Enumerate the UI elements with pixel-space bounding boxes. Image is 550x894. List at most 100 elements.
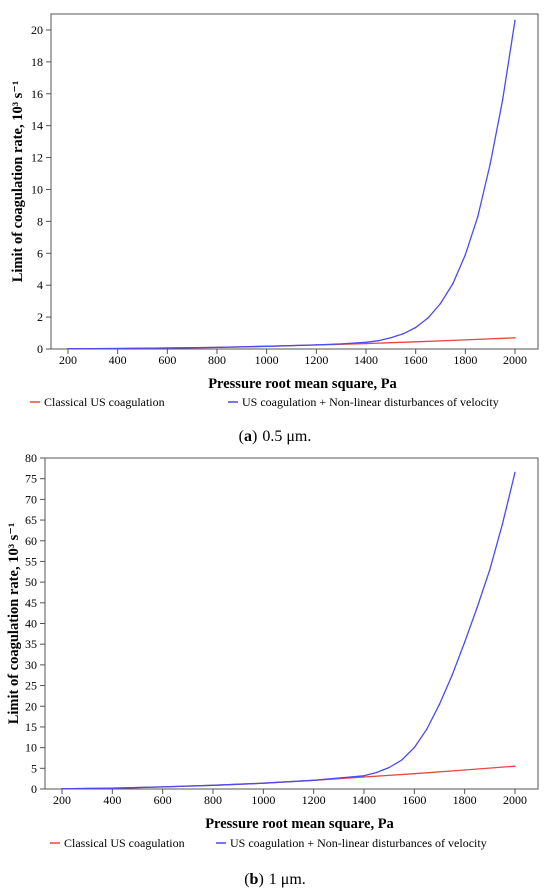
data-point (426, 728, 428, 730)
data-point (216, 346, 218, 349)
y-tick-label: 0 (37, 342, 43, 356)
y-tick-label: 12 (31, 151, 43, 165)
x-tick-label: 2000 (503, 353, 527, 367)
data-point (464, 254, 467, 256)
y-tick-label: 65 (25, 513, 37, 527)
data-point (401, 759, 403, 761)
series-line-classical (67, 337, 516, 350)
data-point (413, 746, 416, 749)
data-point (402, 333, 404, 335)
y-tick-label: 50 (25, 575, 37, 589)
y-tick-label: 2 (37, 310, 43, 324)
data-point (514, 19, 516, 22)
y-tick-label: 20 (31, 23, 43, 37)
data-point (375, 771, 378, 774)
figure-caption: (a) 0.5 μm. (239, 428, 312, 445)
x-tick-label: 1800 (453, 353, 477, 367)
x-axis-title: Pressure root mean square, Pa (205, 816, 394, 832)
data-point (388, 766, 390, 769)
x-tick-label: 600 (154, 793, 172, 807)
plot-frame (50, 13, 539, 350)
x-tick-label: 200 (53, 793, 71, 807)
y-axis-title: Limit of coagulation rate, 10³ s⁻¹ (10, 81, 26, 283)
x-tick-label: 400 (109, 353, 127, 367)
x-tick-label: 1600 (402, 793, 426, 807)
data-point (166, 347, 169, 349)
y-tick-label: 4 (37, 278, 43, 292)
y-tick-label: 8 (37, 214, 43, 228)
plot-frame (44, 457, 539, 790)
figure-caption: (b) 1 μm. (244, 871, 306, 888)
data-point (452, 282, 454, 285)
chart-panel-a: 200 400 600 800 1000 1200 1400 1600 1800 2000 0 2 4 6… (10, 13, 539, 445)
data-point (489, 163, 491, 165)
x-tick-label: 1400 (354, 353, 378, 367)
y-tick-label: 16 (31, 87, 43, 101)
data-point (67, 348, 69, 350)
y-tick-label: 45 (25, 596, 37, 610)
data-point (116, 347, 119, 350)
y-tick-label: 70 (25, 492, 37, 506)
x-tick-label: 1400 (352, 793, 376, 807)
data-point (451, 674, 453, 676)
y-tick-label: 15 (25, 720, 37, 734)
x-tick-label: 1200 (304, 353, 328, 367)
data-point (363, 776, 365, 778)
x-tick-label: 600 (158, 353, 176, 367)
data-point (414, 326, 417, 329)
caption-paren: ) (258, 871, 263, 888)
data-point (464, 339, 467, 341)
data-point (363, 775, 365, 777)
x-axis-title: Pressure root mean square, Pa (208, 376, 397, 392)
data-point (427, 317, 429, 319)
data-point (312, 779, 315, 782)
data-point (315, 344, 318, 346)
data-point (390, 337, 392, 339)
caption-size: 1 μm. (269, 871, 306, 888)
y-tick-label: 10 (25, 741, 37, 755)
data-point (365, 342, 367, 345)
caption-label: (a) (239, 428, 258, 445)
x-tick-label: 1000 (251, 793, 275, 807)
data-point (438, 703, 441, 705)
data-point (365, 341, 367, 343)
data-point (340, 343, 342, 345)
legend-label: US coagulation + Non-linear disturbances… (230, 836, 487, 850)
series-line-nonlinear (67, 20, 516, 350)
data-point (265, 345, 268, 347)
x-tick-label: 1200 (302, 793, 326, 807)
x-tick-label: 1800 (453, 793, 477, 807)
y-tick-label: 6 (37, 246, 43, 260)
x-tick-label: 800 (204, 793, 222, 807)
y-tick-label: 35 (25, 637, 37, 651)
y-tick-label: 40 (25, 617, 37, 631)
y-tick-label: 18 (31, 55, 43, 69)
data-point (61, 788, 63, 790)
data-point (501, 523, 504, 525)
y-tick-label: 55 (25, 554, 37, 568)
caption-size: 0.5 μm. (262, 428, 311, 445)
chart-panel-b: 200 400 600 800 1000 1200 1400 1600 1800 2000 0 5 10… (6, 451, 539, 888)
legend-label: Classical US coagulation (44, 395, 165, 409)
data-point (262, 782, 265, 784)
data-point (489, 569, 491, 571)
y-tick-label: 14 (31, 119, 43, 133)
x-tick-label: 1600 (404, 353, 428, 367)
data-point (476, 606, 478, 608)
x-tick-label: 1000 (255, 353, 279, 367)
caption-letter: a (244, 428, 252, 445)
data-point (439, 302, 442, 305)
data-point (377, 340, 380, 342)
caption-paren: ( (244, 871, 249, 888)
x-tick-label: 400 (103, 793, 121, 807)
y-tick-label: 0 (31, 782, 37, 796)
data-point (414, 341, 417, 343)
y-tick-label: 5 (31, 761, 37, 775)
caption-letter: b (250, 871, 259, 888)
data-point (514, 471, 516, 474)
x-tick-label: 200 (59, 353, 77, 367)
caption-paren: ( (239, 428, 244, 445)
data-point (212, 784, 214, 786)
data-point (413, 772, 416, 775)
data-point (111, 787, 114, 789)
